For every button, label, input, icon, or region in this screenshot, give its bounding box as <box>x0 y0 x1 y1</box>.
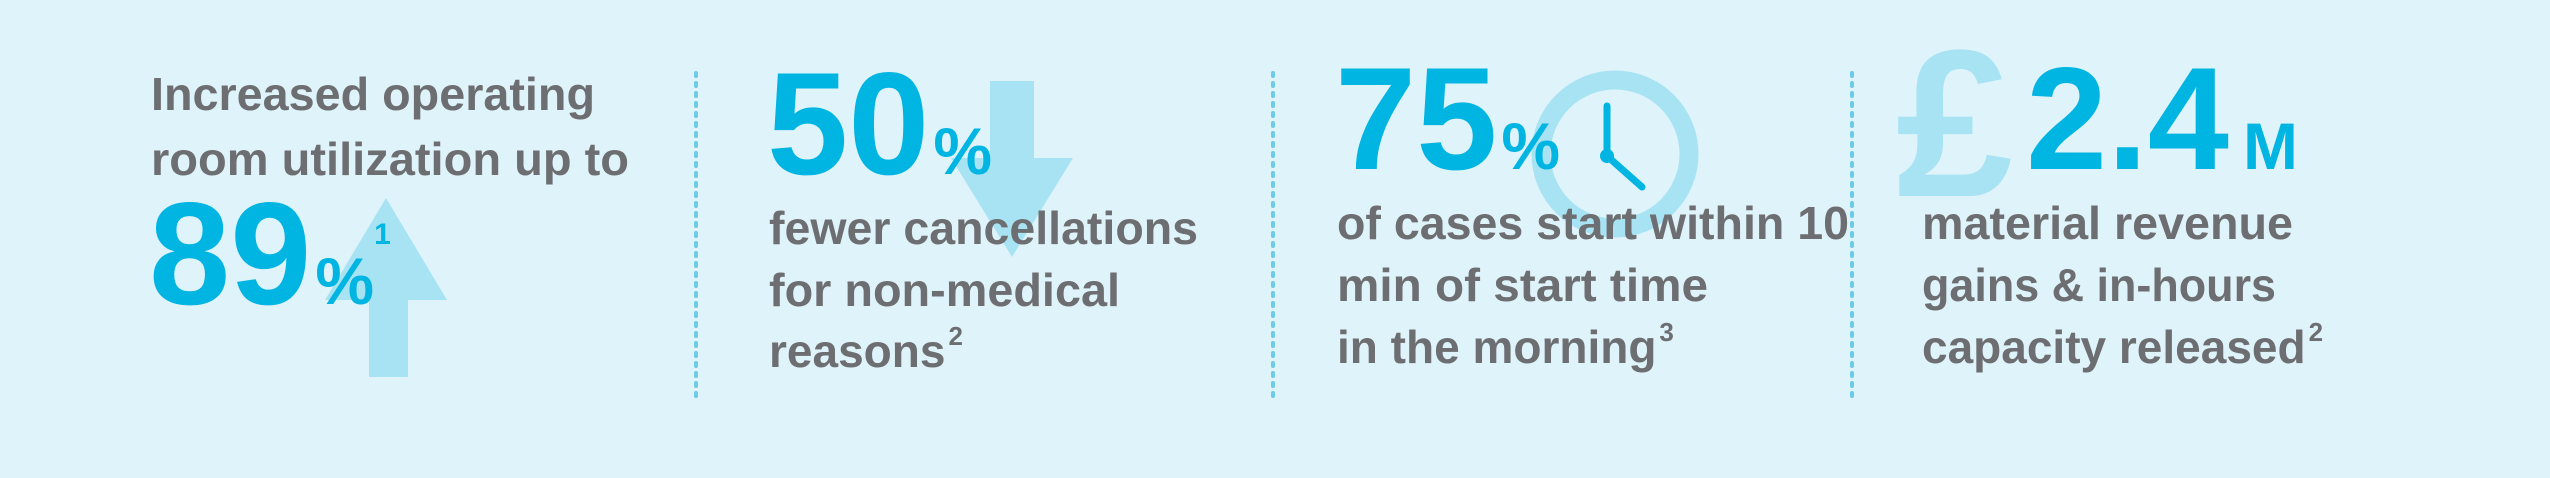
stat-unit: % <box>1501 109 1560 183</box>
stat-number: 75 <box>1335 37 1497 200</box>
description-line: Increased operating <box>151 68 595 120</box>
stat-description: reasons 2 <box>769 321 963 377</box>
stat-number: 50 <box>767 42 929 205</box>
stat-unit: % <box>933 114 992 188</box>
description-line: for non-medical <box>769 264 1120 316</box>
stat-value: 2.4 M <box>2026 37 2298 200</box>
description-line: of cases start within 10 <box>1337 197 1849 249</box>
clock-face <box>1531 70 1699 238</box>
stat-number: 2.4 <box>2026 37 2229 200</box>
up-arrow-icon <box>325 198 447 377</box>
stat-description: gains & in-hours <box>1922 259 2276 311</box>
clock-icon <box>1531 70 1699 238</box>
stat-description: fewer cancellations <box>769 202 1198 254</box>
stat-unit: % <box>315 244 374 318</box>
stat-description: min of start time <box>1337 259 1708 311</box>
description-line: fewer cancellations <box>769 202 1198 254</box>
footnote-marker: 1 <box>374 218 391 251</box>
footnote-marker: 3 <box>1659 317 1673 347</box>
stat-description: in the morning 3 <box>1337 317 1674 373</box>
description-line: min of start time <box>1337 259 1708 311</box>
description-line: room utilization up to <box>151 133 629 185</box>
description-line: material revenue <box>1922 197 2293 249</box>
description-line: capacity released <box>1922 321 2306 373</box>
description-line: in the morning <box>1337 321 1656 373</box>
clock-hand <box>1603 152 1646 191</box>
stat-value: 50% <box>767 42 992 205</box>
stat-value: 89%1 <box>149 172 391 335</box>
stat-description: room utilization up to <box>151 133 629 185</box>
footnote-marker: 2 <box>948 321 962 351</box>
stat-description: capacity released 2 <box>1922 317 2323 373</box>
down-arrow-icon <box>951 81 1073 257</box>
description-line: gains & in-hours <box>1922 259 2276 311</box>
footnote-marker: 2 <box>2309 317 2323 347</box>
stat-number: 89 <box>149 172 311 335</box>
currency-icon: £ <box>1896 6 2013 241</box>
stat-description: Increased operating <box>151 68 595 120</box>
stat-unit: M <box>2243 109 2298 183</box>
stat-description: material revenue <box>1922 197 2293 249</box>
clock-center <box>1600 149 1614 163</box>
description-line: reasons <box>769 325 945 377</box>
stat-value: 75% <box>1335 37 1560 200</box>
stat-description: of cases start within 10 <box>1337 197 1849 249</box>
stat-description: for non-medical <box>769 264 1120 316</box>
